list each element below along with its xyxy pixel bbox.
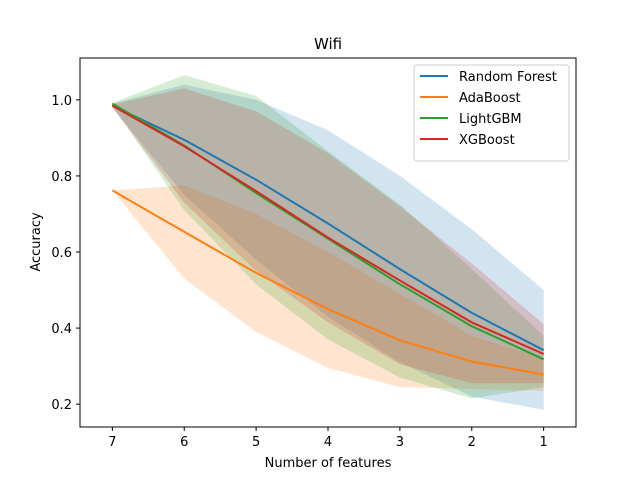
band-xgboost xyxy=(112,88,544,384)
x-tick-label: 6 xyxy=(180,435,188,450)
legend-label-xgboost: XGBoost xyxy=(459,133,515,148)
band-random-forest xyxy=(112,84,544,410)
x-axis-label: Number of features xyxy=(265,456,392,471)
legend-label-lightgbm: LightGBM xyxy=(459,112,522,127)
y-tick-label: 0.2 xyxy=(51,398,72,413)
x-axis: 7 6 5 4 3 2 1 xyxy=(108,427,548,450)
band-adaboost xyxy=(112,185,544,391)
legend-label-adaboost: AdaBoost xyxy=(459,91,521,106)
line-random-forest xyxy=(111,104,545,352)
y-axis: 0.2 0.4 0.6 0.8 1.0 xyxy=(51,94,80,413)
y-tick-label: 0.6 xyxy=(51,246,72,261)
y-axis-label: Accuracy xyxy=(29,212,44,272)
chart-title: Wifi xyxy=(314,35,342,53)
x-tick-label: 2 xyxy=(468,435,476,450)
y-tick-label: 1.0 xyxy=(51,94,72,109)
line-adaboost xyxy=(111,189,544,376)
x-tick-label: 5 xyxy=(252,435,260,450)
x-tick-label: 3 xyxy=(396,435,404,450)
legend-label-random-forest: Random Forest xyxy=(459,70,557,85)
x-tick-label: 1 xyxy=(540,435,548,450)
legend-box xyxy=(413,64,570,162)
series-lines xyxy=(111,102,545,376)
y-tick-label: 0.4 xyxy=(51,322,72,337)
x-tick-label: 7 xyxy=(108,435,116,450)
legend: Random Forest AdaBoost LightGBM XGBoost xyxy=(413,64,570,162)
line-xgboost xyxy=(111,104,545,355)
x-tick-label: 4 xyxy=(324,435,332,450)
y-tick-label: 0.8 xyxy=(51,170,72,185)
